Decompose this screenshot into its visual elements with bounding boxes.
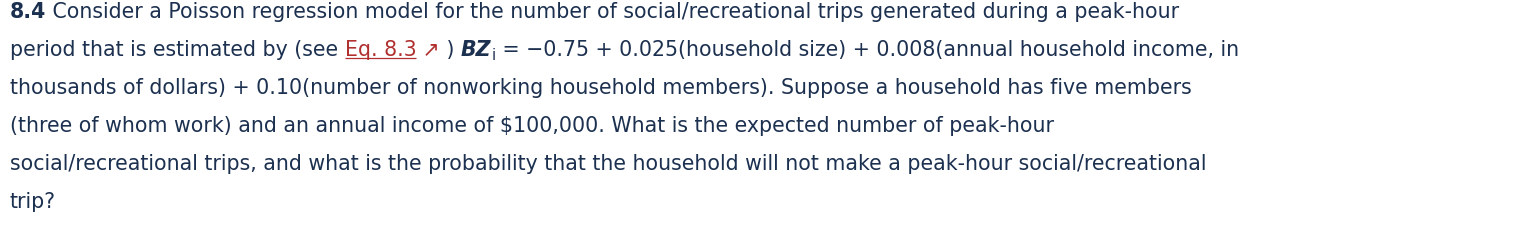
Text: ↗: ↗	[417, 40, 440, 60]
Text: BZ: BZ	[461, 40, 492, 60]
Text: period that is estimated by (see: period that is estimated by (see	[11, 40, 344, 60]
Text: social/recreational trips, and what is the probability that the household will n: social/recreational trips, and what is t…	[11, 154, 1207, 173]
Text: ): )	[440, 40, 461, 60]
Text: (three of whom work) and an annual income of $100,000. What is the expected numb: (three of whom work) and an annual incom…	[11, 116, 1054, 136]
Text: thousands of dollars) + 0.10(number of nonworking household members). Suppose a : thousands of dollars) + 0.10(number of n…	[11, 78, 1191, 98]
Text: trip?: trip?	[11, 191, 55, 211]
Text: Consider a Poisson regression model for the number of social/recreational trips : Consider a Poisson regression model for …	[46, 2, 1179, 22]
Text: Eq. 8.3: Eq. 8.3	[344, 40, 417, 60]
Text: 8.4: 8.4	[11, 2, 46, 22]
Text: i: i	[492, 48, 495, 63]
Text: = −0.75 + 0.025(household size) + 0.008(annual household income, in: = −0.75 + 0.025(household size) + 0.008(…	[495, 40, 1239, 60]
